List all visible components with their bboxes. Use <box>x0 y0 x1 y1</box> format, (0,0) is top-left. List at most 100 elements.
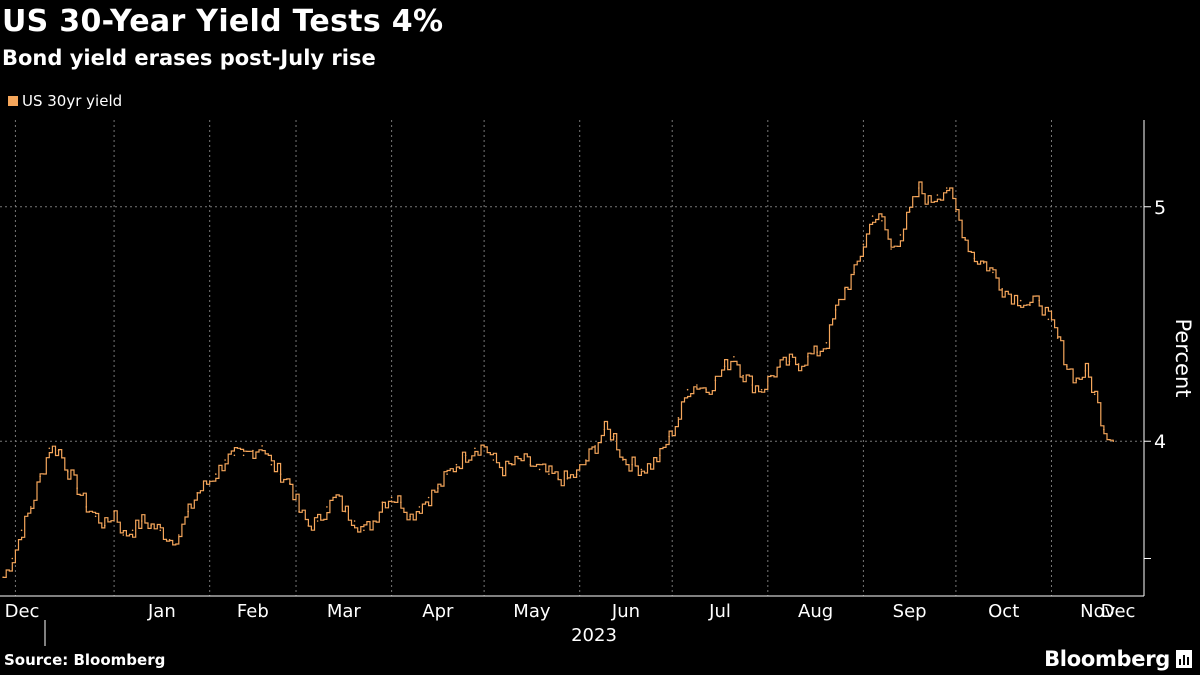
data-point <box>714 379 717 382</box>
data-point <box>326 506 328 508</box>
data-point <box>20 529 23 532</box>
x-tick-label: Apr <box>422 601 454 622</box>
data-point <box>1019 299 1022 302</box>
data-point <box>261 445 263 447</box>
data-point <box>862 243 865 246</box>
x-tick-label: Jul <box>708 601 731 622</box>
x-tick-label: Aug <box>798 601 833 622</box>
data-point <box>474 447 476 450</box>
data-point <box>104 524 106 527</box>
data-point <box>1038 299 1040 302</box>
data-point <box>548 473 550 475</box>
data-point <box>594 445 596 447</box>
data-point <box>159 529 162 532</box>
data-point <box>372 520 374 522</box>
data-point <box>242 454 245 457</box>
data-point <box>335 496 337 499</box>
y-tick-label: 5 <box>1154 197 1166 219</box>
data-point <box>538 468 541 471</box>
chart-title: US 30-Year Yield Tests 4% <box>2 4 444 39</box>
data-point <box>344 510 347 513</box>
data-point <box>150 524 152 527</box>
data-point <box>307 524 310 527</box>
data-point <box>2 576 4 578</box>
data-point <box>483 445 485 447</box>
legend: US 30yr yield <box>8 92 122 110</box>
data-point <box>520 459 522 461</box>
data-point <box>122 534 125 536</box>
data-point <box>1112 440 1114 443</box>
data-point <box>455 463 458 466</box>
data-point <box>196 492 199 494</box>
data-point <box>936 194 939 196</box>
data-point <box>918 187 920 189</box>
data-point <box>927 201 929 203</box>
data-point <box>400 501 402 504</box>
data-point <box>1066 365 1068 368</box>
data-point <box>733 356 735 358</box>
data-point <box>224 459 226 461</box>
data-point <box>39 475 41 478</box>
data-point <box>1010 295 1013 297</box>
bloomberg-logo: Bloomberg <box>1044 647 1192 671</box>
data-point <box>168 538 171 541</box>
data-point <box>178 534 180 536</box>
data-point <box>270 463 273 466</box>
x-tick-label: Dec <box>1101 601 1136 622</box>
y-tick-label: 4 <box>1154 431 1166 453</box>
data-point <box>1029 304 1031 307</box>
source-note: Source: Bloomberg <box>4 651 166 669</box>
series-layer <box>2 181 1114 578</box>
data-point <box>686 388 689 391</box>
data-point <box>603 428 606 431</box>
data-point <box>30 506 32 508</box>
data-point <box>298 510 300 513</box>
data-point <box>899 234 902 236</box>
data-point <box>446 473 448 475</box>
data-point <box>464 454 467 457</box>
data-point <box>853 271 855 274</box>
data-point <box>1103 428 1105 431</box>
data-point <box>1093 393 1096 396</box>
data-point <box>973 257 976 260</box>
data-point <box>908 210 911 213</box>
data-point <box>964 238 966 241</box>
x-tick-label: May <box>513 601 551 622</box>
data-point <box>585 459 587 461</box>
data-point <box>289 482 291 485</box>
data-point <box>807 356 809 358</box>
grid <box>0 120 1144 596</box>
series-line-us-30yr-yield <box>3 181 1114 578</box>
data-point <box>427 496 430 499</box>
data-point <box>557 478 559 480</box>
data-point <box>409 515 411 518</box>
data-point <box>57 449 60 452</box>
bloomberg-chart-icon <box>1176 650 1192 668</box>
data-point <box>640 468 643 471</box>
data-point <box>622 459 624 461</box>
data-point <box>668 435 670 438</box>
data-point <box>705 388 707 391</box>
x-tick-label: Dec <box>5 601 40 622</box>
x-axis-year-label: 2023 <box>571 625 617 646</box>
data-point <box>215 473 217 475</box>
data-point <box>511 463 513 466</box>
data-point <box>492 459 495 461</box>
data-point <box>501 468 504 471</box>
data-point <box>233 454 236 457</box>
data-point <box>751 384 754 386</box>
data-point <box>94 515 97 518</box>
data-point <box>85 506 88 508</box>
data-point <box>575 473 578 475</box>
x-tick-label: Sep <box>893 601 927 622</box>
x-tick-label: Feb <box>237 601 269 622</box>
data-point <box>1075 379 1077 382</box>
x-tick-label: Jun <box>611 601 640 622</box>
data-point <box>955 210 957 213</box>
data-point <box>816 351 818 353</box>
data-point <box>631 463 633 466</box>
data-point <box>890 248 892 250</box>
data-point <box>677 417 680 419</box>
